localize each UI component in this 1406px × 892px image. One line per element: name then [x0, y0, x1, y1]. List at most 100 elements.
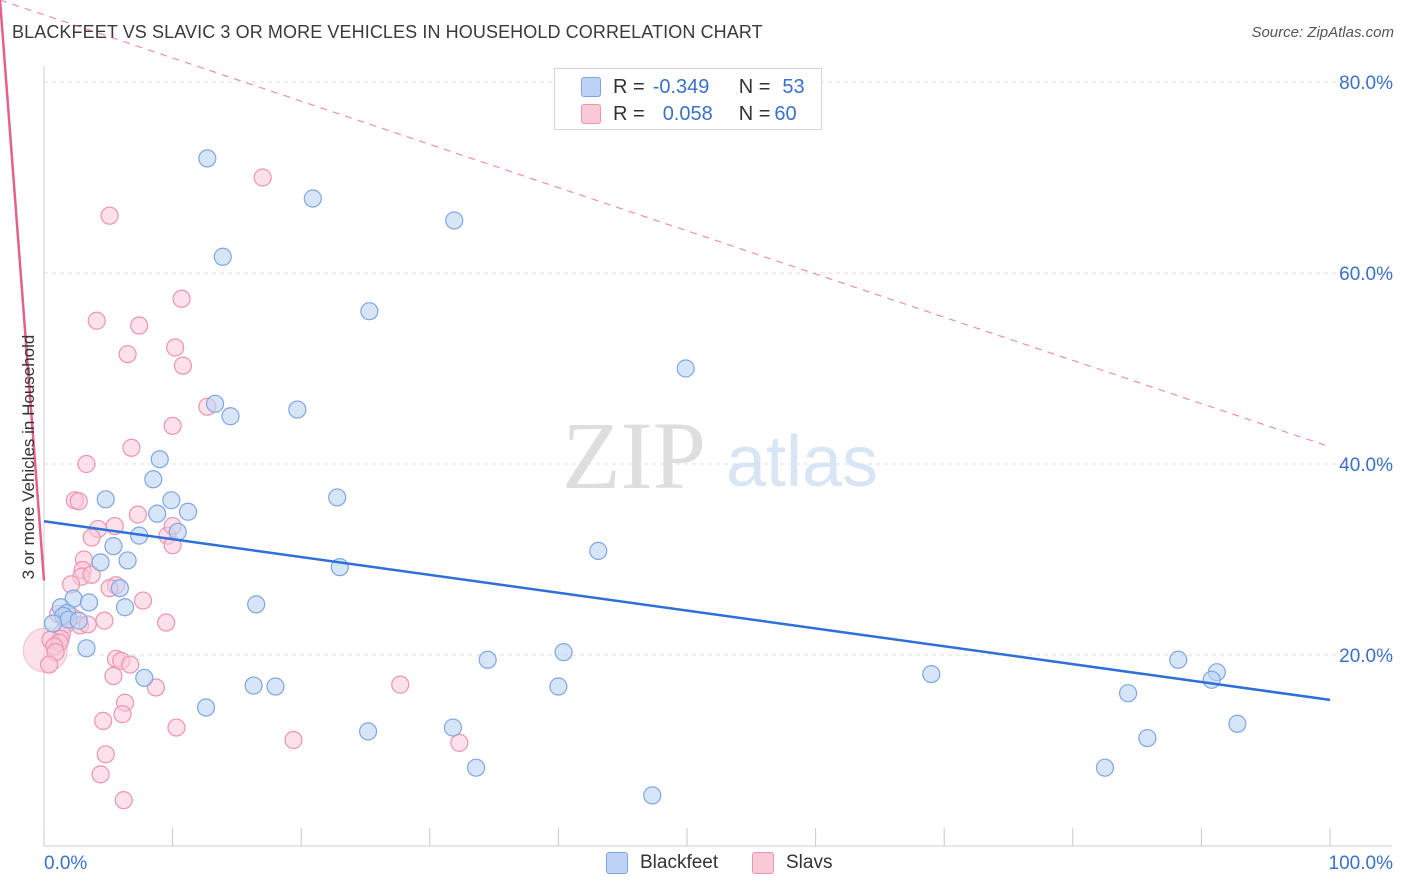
slavs-point: [130, 316, 149, 335]
slavs-point: [82, 565, 101, 584]
slavs-point: [173, 356, 192, 375]
blackfeet-point: [1202, 670, 1221, 689]
blackfeet-point: [43, 614, 63, 633]
slavs-point: [133, 591, 153, 610]
blackfeet-point: [91, 553, 110, 572]
blackfeet-point: [922, 664, 941, 684]
blackfeet-point: [1095, 758, 1115, 777]
blackfeet-point: [549, 677, 568, 696]
y-tick-label: 60.0%: [1339, 264, 1393, 285]
blackfeet-point: [360, 302, 379, 321]
blackfeet-point: [162, 491, 181, 510]
slavs-point: [82, 528, 101, 547]
blackfeet-point: [115, 598, 135, 617]
series-legend: Blackfeet Slavs: [0, 852, 1406, 876]
legend-r-label: R =: [613, 102, 645, 125]
legend-r-label: R =: [613, 75, 645, 98]
blackfeet-point: [79, 593, 99, 612]
slavs-point: [69, 492, 88, 511]
slavs-point: [100, 206, 119, 225]
legend-r-value: -0.349: [652, 75, 710, 98]
blackfeet-point: [135, 668, 154, 688]
blackfeet-point: [443, 718, 463, 737]
slavs-point: [163, 416, 182, 435]
slavs-swatch: [752, 852, 774, 874]
blackfeet-point: [328, 488, 347, 507]
slavs-point: [104, 666, 123, 686]
slavs-point: [253, 168, 272, 187]
blackfeet-point: [205, 394, 225, 413]
blackfeet-point: [554, 643, 573, 662]
blackfeet-point: [178, 502, 198, 521]
axes: [43, 66, 1392, 847]
slavs-point: [166, 338, 185, 357]
slavs-point: [96, 745, 115, 764]
legend-item-label: Slavs: [786, 852, 833, 873]
x-tick-label: 0.0%: [44, 853, 87, 874]
y-tick-label: 20.0%: [1339, 646, 1393, 667]
blackfeet-point: [196, 698, 216, 717]
correlation-legend: R = -0.349 N = 53 R = 0.058 N = 60: [554, 68, 822, 130]
slavs-point: [77, 454, 96, 474]
watermark: ZIP atlas: [562, 402, 878, 509]
slavs-trendline: [0, 0, 46, 581]
blackfeet-point: [198, 149, 217, 168]
blackfeet-point: [288, 400, 307, 419]
trend-lines: [0, 0, 1331, 702]
blackfeet-point: [148, 504, 167, 523]
legend-n-label: N =: [738, 102, 771, 125]
legend-n-value: 53: [782, 75, 805, 98]
blackfeet-point: [589, 541, 608, 561]
slavs-point: [121, 655, 140, 674]
blackfeet-point: [221, 407, 240, 426]
legend-item-slavs: Slavs: [752, 852, 832, 874]
legend-row-slavs: R = 0.058 N = 60: [581, 102, 797, 126]
blackfeet-point: [266, 677, 285, 696]
blackfeet-point: [1169, 650, 1188, 669]
blackfeet-point: [213, 247, 232, 266]
blackfeet-point: [643, 786, 662, 805]
blackfeet-point: [1138, 728, 1157, 748]
watermark-zip: ZIP: [562, 402, 706, 509]
x-tick-label: 100.0%: [1329, 853, 1394, 874]
legend-row-blackfeet: R = -0.349 N = 53: [581, 75, 805, 99]
slavs-point: [157, 613, 176, 632]
blackfeet-point: [1118, 684, 1138, 703]
blackfeet-point: [358, 722, 378, 741]
blackfeet-point: [118, 551, 137, 570]
slavs-point: [284, 730, 303, 750]
blackfeet-point: [303, 189, 322, 208]
blackfeet-swatch: [606, 852, 628, 874]
y-tick-label: 40.0%: [1339, 455, 1393, 476]
slavs-swatch: [581, 104, 601, 124]
watermark-atlas: atlas: [726, 422, 878, 502]
slavs-point: [95, 611, 114, 630]
blackfeet-point: [144, 470, 163, 489]
slavs-point: [122, 438, 141, 457]
gridlines: [44, 81, 1392, 656]
blackfeet-point: [110, 579, 129, 598]
legend-item-label: Blackfeet: [640, 852, 719, 873]
chart-title: BLACKFEET VS SLAVIC 3 OR MORE VEHICLES I…: [12, 22, 763, 42]
blackfeet-point: [150, 450, 169, 469]
slavs-point: [91, 765, 110, 784]
blackfeet-point: [244, 676, 263, 695]
legend-item-blackfeet: Blackfeet: [606, 852, 718, 874]
blackfeet-point: [676, 359, 695, 378]
source-label: Source: ZipAtlas.com: [1251, 24, 1394, 41]
slavs-point: [172, 289, 191, 308]
scatter-points: [22, 149, 1247, 810]
blackfeet-point: [247, 595, 266, 614]
y-tick-label: 80.0%: [1339, 73, 1393, 94]
slavs-point: [94, 711, 113, 730]
slavs-point: [167, 718, 186, 737]
blackfeet-point: [1228, 714, 1247, 733]
blackfeet-point: [168, 522, 187, 541]
slavs-point: [40, 655, 59, 674]
axis-labels: 20.0% 40.0% 60.0% 80.0% 0.0% 100.0% 3 or more …: [19, 73, 1393, 874]
slavs-point: [114, 791, 133, 810]
blackfeet-swatch: [581, 77, 601, 97]
y-axis-label: 3 or more Vehicles in Household: [19, 335, 38, 580]
slavs-point: [450, 733, 469, 752]
